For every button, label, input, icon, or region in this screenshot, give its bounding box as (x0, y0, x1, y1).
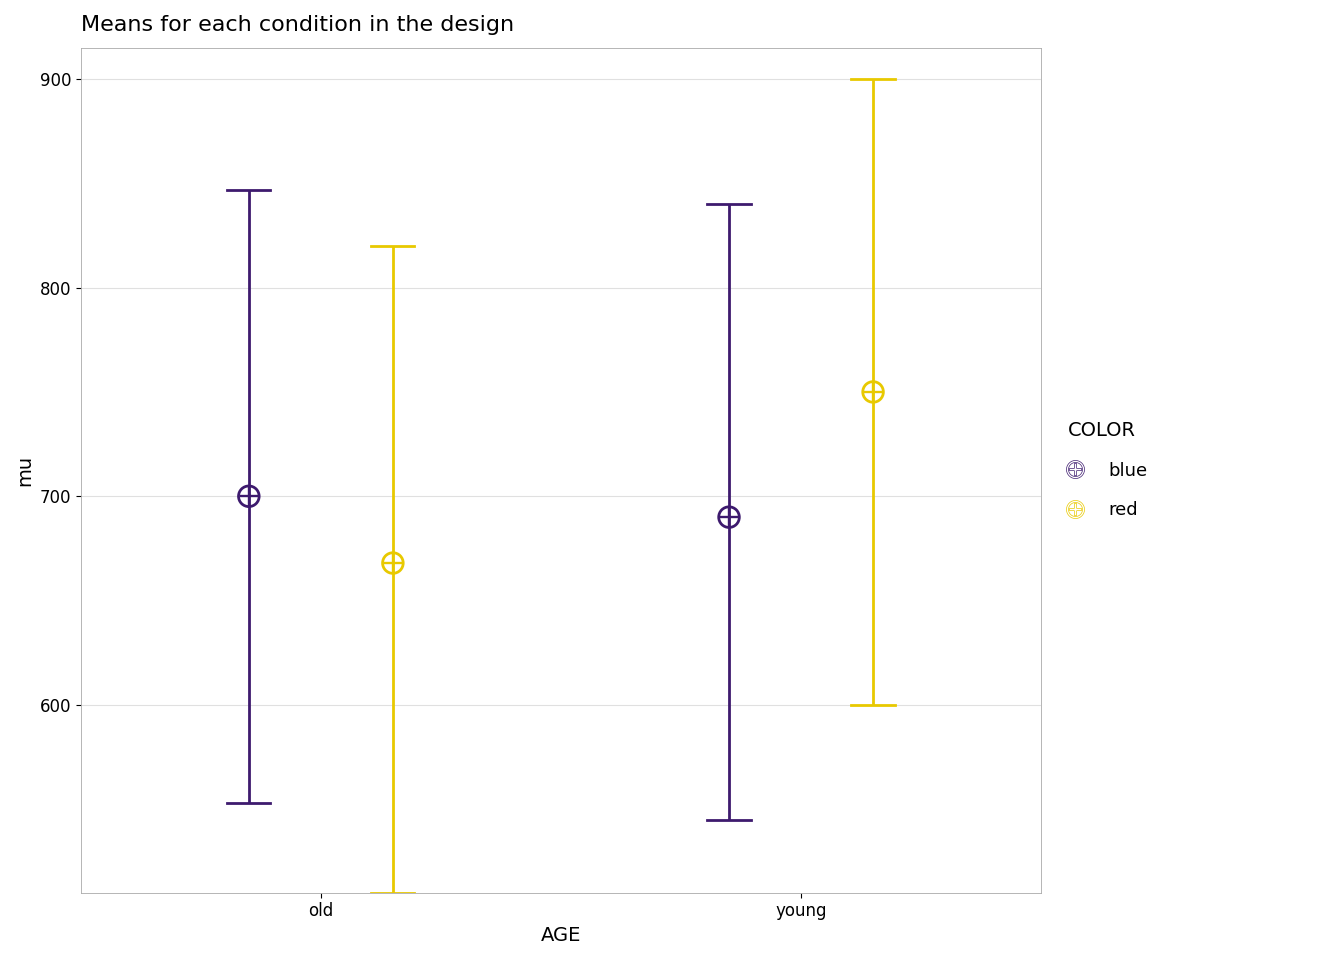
Legend: blue, red: blue, red (1050, 414, 1154, 527)
Point (718, 510, 739, 525)
Text: Means for each condition in the design: Means for each condition in the design (81, 15, 513, 35)
Point (238, 489, 259, 504)
Point (863, 384, 884, 399)
X-axis label: AGE: AGE (540, 926, 581, 945)
Y-axis label: mu: mu (15, 455, 34, 486)
Point (382, 556, 403, 571)
